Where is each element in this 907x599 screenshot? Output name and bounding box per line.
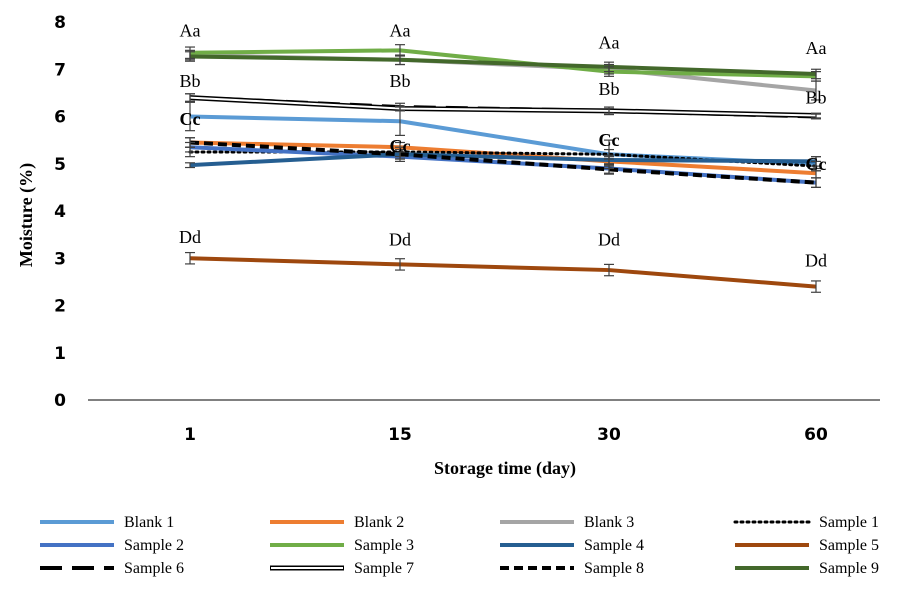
y-axis-title: Moisture (%) — [16, 163, 37, 267]
y-tick-label: 8 — [54, 13, 66, 33]
series-blank-1-error-bar — [185, 101, 195, 132]
y-tick-label: 2 — [54, 297, 66, 317]
significance-label: Bb — [389, 71, 410, 91]
legend-item-blank-1: Blank 1 — [40, 514, 174, 531]
series-sample-5-error-bar — [395, 258, 405, 271]
series-sample-7-error-bar — [185, 93, 195, 102]
series-lines — [188, 48, 818, 289]
legend-item-sample-9: Sample 9 — [735, 560, 879, 577]
y-tick-label: 3 — [54, 249, 66, 269]
y-tick-label: 7 — [54, 60, 66, 80]
legend-label: Sample 7 — [354, 560, 414, 577]
x-tick-label: 1 — [184, 425, 196, 445]
significance-label: Cc — [180, 109, 201, 129]
series-sample-4-error-bar — [185, 162, 195, 169]
x-tick-labels: 1 15 30 60 — [184, 425, 828, 445]
series-sample-5-error-bar — [604, 263, 614, 277]
significance-label: Aa — [180, 21, 201, 41]
legend-label: Sample 3 — [354, 537, 414, 554]
series-sample-8-error-bar — [604, 164, 614, 175]
legend-label: Sample 2 — [124, 537, 184, 554]
significance-label: Aa — [599, 32, 620, 52]
legend-item-sample-4: Sample 4 — [500, 537, 644, 554]
y-tick-labels: 0 1 2 3 4 5 6 7 8 — [54, 13, 66, 411]
error-bars — [185, 44, 821, 293]
series-sample-4-error-bar — [811, 156, 821, 167]
significance-label: Bb — [598, 79, 619, 99]
series-sample-9-line — [189, 54, 817, 76]
legend-label: Blank 2 — [354, 514, 404, 531]
significance-label: Bb — [805, 88, 826, 108]
legend-label: Sample 1 — [819, 514, 879, 531]
y-tick-label: 5 — [54, 155, 66, 175]
legend-item-sample-8: Sample 8 — [500, 560, 644, 577]
series-sample-5-error-bar — [811, 280, 821, 293]
series-sample-8-line — [189, 140, 817, 185]
legend: Blank 1 Blank 2 Blank 3 Sample 1 Sample 2 Sam… — [40, 514, 879, 577]
legend-item-blank-2: Blank 2 — [270, 514, 404, 531]
legend-label: Blank 3 — [584, 514, 634, 531]
series-sample-7-error-bar — [395, 105, 405, 112]
series-sample-5-error-bar — [185, 251, 195, 265]
significance-label: Aa — [390, 21, 411, 41]
legend-item-sample-6: Sample 6 — [40, 560, 184, 577]
significance-label: Cc — [390, 136, 411, 156]
series-sample-9-error-bar — [395, 54, 405, 66]
series-sample-5-line — [189, 256, 817, 289]
series-sample-9-error-bar — [604, 61, 614, 73]
significance-label: Dd — [179, 227, 201, 247]
legend-item-sample-5: Sample 5 — [735, 537, 879, 554]
legend-label: Blank 1 — [124, 514, 174, 531]
series-sample-7-error-bar — [811, 112, 821, 119]
significance-label: Dd — [598, 229, 620, 249]
series-sample-7-line-inner — [189, 96, 817, 117]
y-tick-label: 4 — [54, 202, 66, 222]
series-sample-8-error-bar — [185, 137, 195, 148]
significance-label: Bb — [179, 71, 200, 91]
legend-item-sample-2: Sample 2 — [40, 537, 184, 554]
legend-label: Sample 9 — [819, 560, 879, 577]
legend-item-blank-3: Blank 3 — [500, 514, 634, 531]
x-axis-title: Storage time (day) — [434, 458, 576, 479]
legend-item-sample-1: Sample 1 — [733, 514, 879, 531]
significance-annotations: Aa Aa Aa Aa Bb Bb Bb Bb Cc Cc Cc Cc Dd Dd Dd Dd — [179, 21, 827, 271]
plot-area: 0 1 2 3 4 5 6 7 8 1 15 30 60 Aa Aa Aa Aa Bb Bb Bb Bb Cc Cc Cc… — [54, 13, 880, 445]
legend-item-sample-7: Sample 7 — [270, 560, 414, 577]
significance-label: Dd — [389, 229, 411, 249]
x-tick-label: 30 — [597, 425, 621, 445]
significance-label: Cc — [599, 130, 620, 150]
legend-label: Sample 8 — [584, 560, 644, 577]
legend-item-sample-3: Sample 3 — [270, 537, 414, 554]
significance-label: Cc — [806, 154, 827, 174]
legend-label: Sample 6 — [124, 560, 184, 577]
y-tick-label: 0 — [54, 391, 66, 411]
series-sample-7-error-bar — [604, 107, 614, 114]
series-sample-3-line — [189, 48, 817, 79]
series-sample-4-line — [189, 152, 817, 168]
x-tick-label: 60 — [804, 425, 828, 445]
legend-label: Sample 4 — [584, 537, 644, 554]
significance-label: Aa — [806, 38, 827, 58]
y-tick-label: 6 — [54, 108, 66, 128]
x-tick-label: 15 — [388, 425, 412, 445]
significance-label: Dd — [805, 251, 827, 271]
series-sample-8-error-bar — [811, 177, 821, 188]
series-sample-8-error-bar — [395, 148, 405, 160]
series-sample-9-error-bar — [811, 68, 821, 80]
series-sample-9-error-bar — [185, 51, 195, 62]
y-tick-label: 1 — [54, 344, 66, 364]
legend-label: Sample 5 — [819, 537, 879, 554]
